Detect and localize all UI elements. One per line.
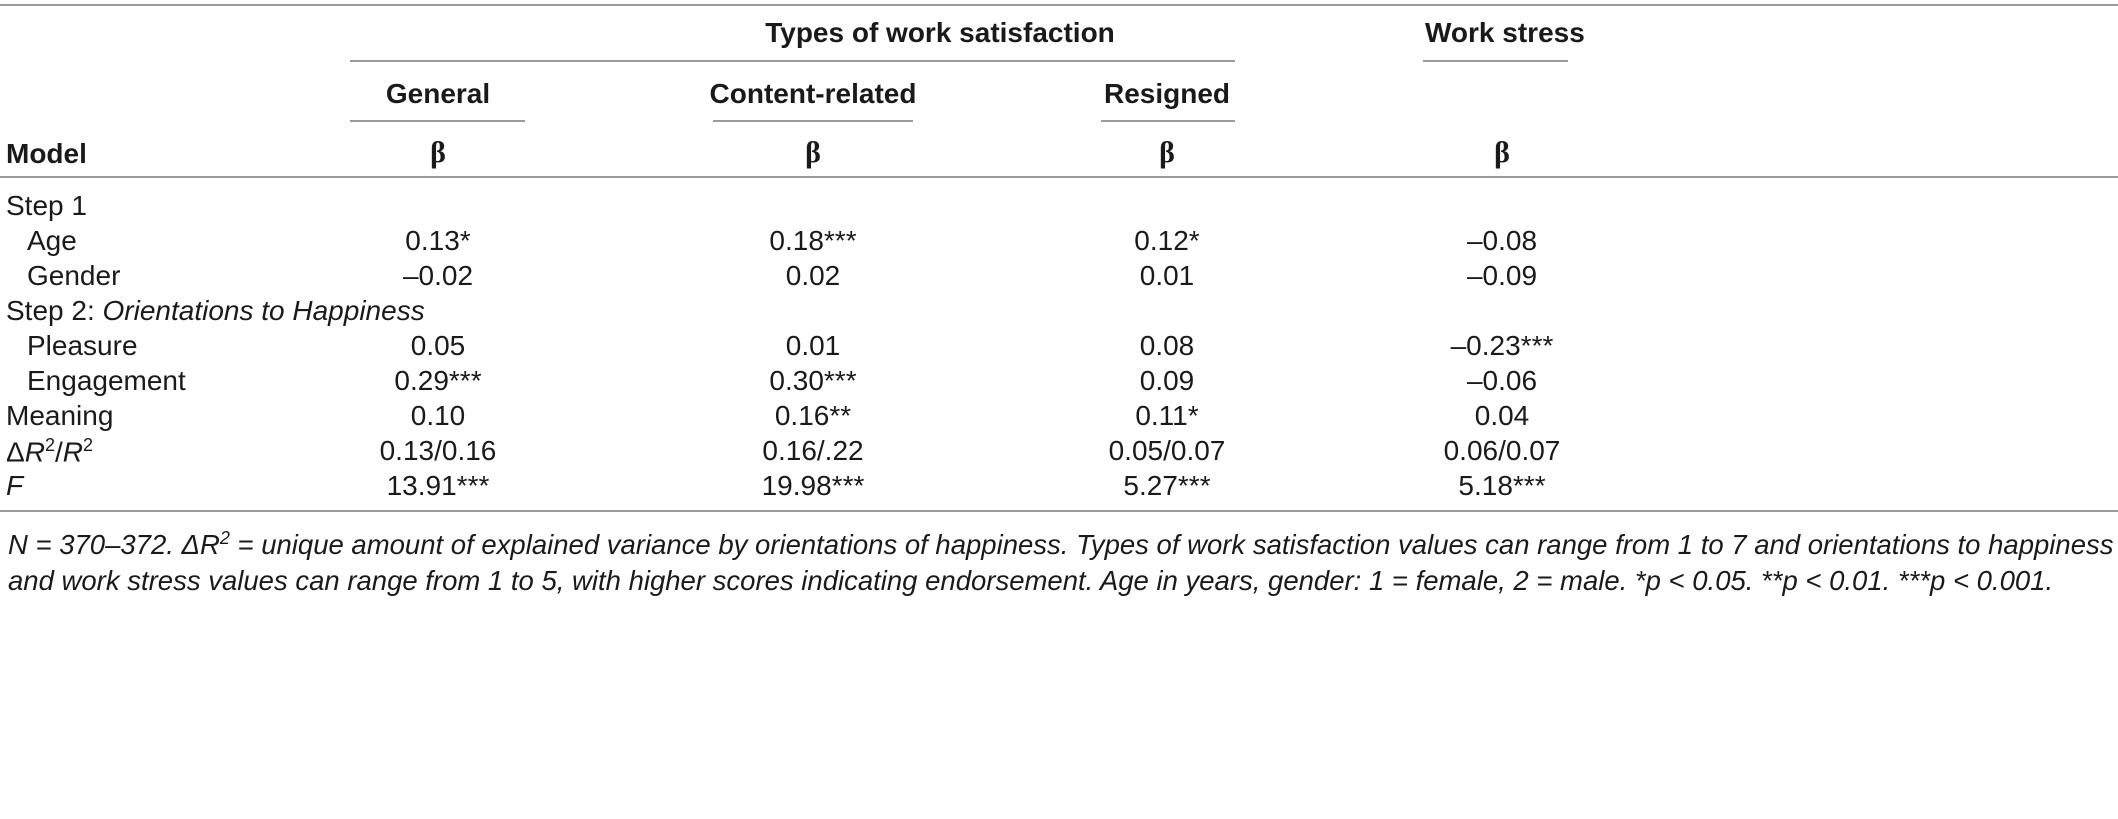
row-label-step2: Step 2: Orientations to Happiness <box>6 295 425 327</box>
r2-superscript: 2 <box>82 435 93 455</box>
r-superscript: 2 <box>44 435 55 455</box>
table-footnote: N = 370–372. ΔR2 = unique amount of expl… <box>8 520 2118 599</box>
cell-delta-content: 0.16/.22 <box>762 435 864 466</box>
cell-pleasure-stress: –0.23*** <box>1450 330 1554 361</box>
header-group-stress: Work stress <box>1425 17 1585 48</box>
stress-span-rule <box>1423 60 1568 62</box>
cell-delta-stress: 0.06/0.07 <box>1443 435 1561 466</box>
cell-f-stress: 5.18*** <box>1458 470 1546 501</box>
resigned-rule <box>1101 120 1235 122</box>
header-model: Model <box>6 138 87 169</box>
cell-f-content: 19.98*** <box>761 470 865 501</box>
cell-gender-stress: –0.09 <box>1466 260 1538 291</box>
beta-general: β <box>430 136 446 169</box>
beta-resigned: β <box>1159 136 1175 169</box>
r2-symbol: R <box>62 436 83 468</box>
cell-age-general: 0.13* <box>405 225 471 256</box>
general-rule <box>350 120 525 122</box>
cell-delta-general: 0.13/0.16 <box>379 435 497 466</box>
header-group-satisfaction: Types of work satisfaction <box>765 17 1115 48</box>
f-symbol: F <box>6 470 24 501</box>
cell-meaning-stress: 0.04 <box>1474 400 1530 431</box>
r-symbol: R <box>24 436 45 468</box>
footnote-part1: N = 370–372. ΔR <box>8 529 220 561</box>
header-content-related: Content-related <box>709 78 917 109</box>
cell-meaning-resigned: 0.11* <box>1135 400 1199 431</box>
row-label-gender: Gender <box>27 260 121 291</box>
header-bottom-rule <box>0 176 2118 178</box>
row-label-pleasure: Pleasure <box>27 330 138 361</box>
footnote-sup: 2 <box>219 528 230 548</box>
footnote-part2: = unique amount of explained variance by… <box>8 529 2114 597</box>
table-top-rule <box>0 4 2118 6</box>
row-label-meaning: Meaning <box>6 400 114 431</box>
cell-gender-content: 0.02 <box>785 260 841 291</box>
slash-symbol: / <box>54 436 63 468</box>
cell-engagement-general: 0.29*** <box>394 365 482 396</box>
table-bottom-rule <box>0 510 2118 512</box>
cell-gender-general: –0.02 <box>402 260 474 291</box>
cell-age-resigned: 0.12* <box>1134 225 1200 256</box>
cell-meaning-content: 0.16** <box>774 400 852 431</box>
cell-f-resigned: 5.27*** <box>1123 470 1211 501</box>
row-label-step1: Step 1 <box>6 190 87 221</box>
cell-engagement-content: 0.30*** <box>769 365 857 396</box>
row-label-engagement: Engagement <box>27 365 186 396</box>
row-label-age: Age <box>27 225 77 256</box>
delta-symbol: Δ <box>6 436 25 468</box>
cell-gender-resigned: 0.01 <box>1139 260 1195 291</box>
step2-orientations: Orientations to Happiness <box>102 295 425 326</box>
cell-f-general: 13.91*** <box>386 470 490 501</box>
row-label-delta-r2: ΔR2/R2 <box>6 435 93 468</box>
beta-content-related: β <box>805 136 821 169</box>
cell-pleasure-general: 0.05 <box>410 330 466 361</box>
header-general: General <box>385 78 491 109</box>
cell-pleasure-content: 0.01 <box>785 330 841 361</box>
beta-work-stress: β <box>1494 136 1510 169</box>
cell-age-stress: –0.08 <box>1466 225 1538 256</box>
satisfaction-span-rule <box>350 60 1235 62</box>
cell-pleasure-resigned: 0.08 <box>1139 330 1195 361</box>
header-resigned: Resigned <box>1103 78 1231 109</box>
cell-meaning-general: 0.10 <box>410 400 466 431</box>
content-rule <box>713 120 913 122</box>
cell-engagement-stress: –0.06 <box>1466 365 1538 396</box>
cell-delta-resigned: 0.05/0.07 <box>1108 435 1226 466</box>
cell-engagement-resigned: 0.09 <box>1139 365 1195 396</box>
step2-prefix: Step 2: <box>6 295 103 326</box>
cell-age-content: 0.18*** <box>769 225 857 256</box>
row-label-f: F <box>6 470 23 502</box>
